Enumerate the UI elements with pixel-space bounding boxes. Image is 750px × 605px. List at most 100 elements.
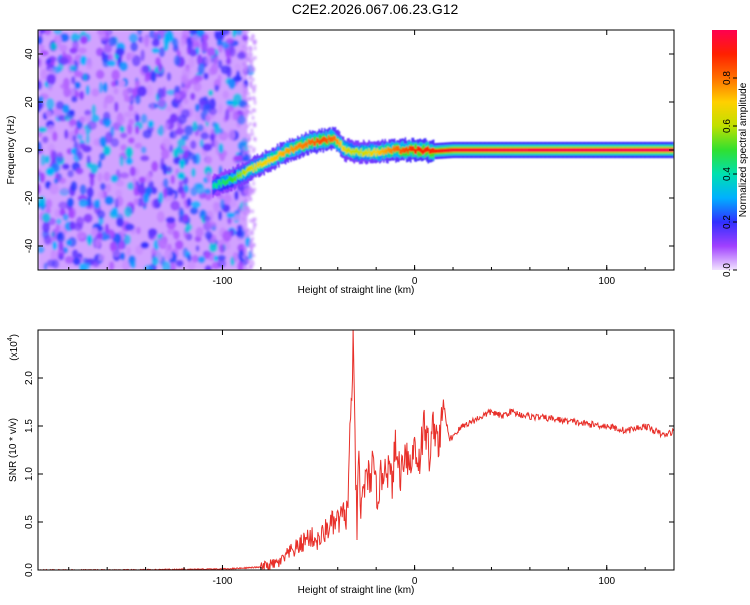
ridge-cell <box>463 148 466 152</box>
ridge-cell <box>344 146 346 152</box>
noise-blob <box>246 64 250 69</box>
noise-blob <box>79 143 87 150</box>
snr-x-tick-label: 100 <box>598 576 615 587</box>
noise-blob <box>200 132 210 140</box>
noise-blob <box>54 208 60 218</box>
ridge-cell <box>501 148 504 152</box>
noise-blob <box>249 145 253 150</box>
noise-blob <box>202 215 211 222</box>
noise-blob <box>119 155 125 167</box>
ridge-cell <box>306 137 309 148</box>
noise-blob <box>182 150 189 159</box>
ridge-cell <box>387 147 389 158</box>
noise-blob <box>103 99 108 110</box>
noise-blob <box>191 254 199 263</box>
ridge-cell <box>440 148 443 153</box>
colorbar-tick-label: 0.0 <box>722 263 733 277</box>
noise-blob <box>84 114 92 122</box>
ridge-cell <box>516 148 518 152</box>
ridge-cell <box>556 148 559 152</box>
ridge-cell <box>474 148 477 152</box>
ridge-cell <box>462 148 465 152</box>
noise-blob <box>151 247 157 257</box>
noise-blob <box>195 245 200 252</box>
ridge-cell <box>262 161 264 167</box>
noise-blob <box>134 113 140 123</box>
noise-blob <box>126 246 132 257</box>
noise-blob <box>244 51 248 56</box>
noise-blob <box>70 32 80 43</box>
noise-blob <box>241 83 245 88</box>
noise-blob <box>84 109 92 116</box>
ridge-cell <box>301 138 303 149</box>
ridge-cell <box>580 148 583 152</box>
ridge-cell <box>497 148 499 152</box>
ridge-cell <box>348 147 350 153</box>
ridge-cell <box>664 148 666 152</box>
noise-blob <box>79 127 86 136</box>
ridge-cell <box>370 151 373 157</box>
ridge-cell <box>625 148 627 152</box>
noise-blob <box>43 234 52 245</box>
ridge-cell <box>321 137 323 144</box>
ridge-cell <box>578 148 580 152</box>
noise-blob <box>234 190 239 201</box>
ridge-cell <box>622 148 625 152</box>
noise-blob <box>217 45 223 53</box>
ridge-cell <box>525 148 528 152</box>
ridge-cell <box>487 148 490 152</box>
noise-blob <box>203 72 209 80</box>
ridge-cell <box>257 162 260 169</box>
ridge-cell <box>318 134 321 145</box>
noise-blob <box>157 191 164 204</box>
noise-blob <box>69 64 77 72</box>
noise-blob <box>128 255 137 265</box>
noise-blob <box>72 134 77 142</box>
noise-blob <box>249 37 253 42</box>
noise-blob <box>250 247 254 252</box>
noise-blob <box>70 76 76 85</box>
noise-blob <box>64 129 69 140</box>
ridge-cell <box>275 155 278 161</box>
noise-blob <box>248 231 252 236</box>
ridge-cell <box>233 175 236 181</box>
noise-blob <box>197 123 204 132</box>
noise-blob <box>117 79 126 88</box>
ridge-cell <box>249 165 252 172</box>
ridge-cell <box>521 148 524 152</box>
spectrogram-x-tick-label: 0 <box>412 276 418 287</box>
noise-blob <box>120 144 127 152</box>
ridge-cell <box>633 148 635 152</box>
noise-blob <box>156 236 167 249</box>
noise-blob <box>174 240 184 250</box>
noise-blob <box>119 61 129 72</box>
ridge-cell <box>626 148 629 152</box>
ridge-cell <box>447 148 450 153</box>
noise-blob <box>243 211 247 216</box>
ridge-cell <box>493 148 495 152</box>
ridge-cell <box>415 143 417 154</box>
ridge-cell <box>392 145 395 152</box>
noise-blob <box>78 198 89 208</box>
noise-blob <box>222 150 228 157</box>
noise-blob <box>71 249 79 259</box>
noise-blob <box>175 93 181 101</box>
noise-blob <box>114 101 119 113</box>
noise-blob <box>246 108 250 113</box>
ridge-cell <box>322 136 325 142</box>
ridge-cell <box>635 148 638 152</box>
ridge-cell <box>317 137 319 144</box>
ridge-cell <box>504 148 506 152</box>
ridge-cell <box>389 148 392 154</box>
noise-blob <box>252 181 256 186</box>
noise-blob <box>252 243 256 248</box>
ridge-cell <box>634 148 637 152</box>
ridge-cell <box>302 143 304 149</box>
ridge-cell <box>419 146 421 153</box>
noise-blob <box>142 129 152 139</box>
noise-blob <box>44 154 51 164</box>
noise-blob <box>248 49 252 54</box>
ridge-cell <box>224 180 226 186</box>
ridge-cell <box>621 148 623 152</box>
noise-blob <box>247 182 251 187</box>
